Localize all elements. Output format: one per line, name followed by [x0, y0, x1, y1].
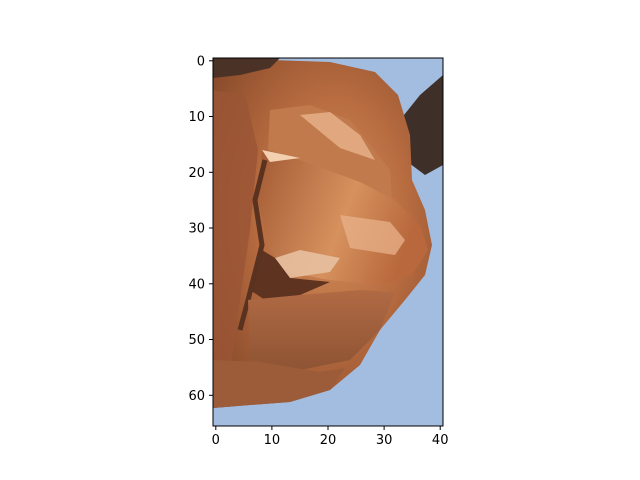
upper-lip [248, 290, 395, 370]
y-tick-label: 40 [188, 277, 205, 292]
chin [213, 360, 345, 408]
y-tick-label: 20 [188, 166, 205, 181]
nose-highlight [340, 215, 405, 255]
y-axis: 0 10 20 30 40 50 60 [188, 54, 213, 404]
y-tick-label: 30 [188, 222, 205, 237]
y-tick-label: 0 [197, 54, 205, 69]
nasolabial-fold [237, 159, 268, 331]
y-tick-label: 10 [188, 110, 205, 125]
nostril-shadow [250, 250, 330, 300]
nose-crease-top [262, 150, 300, 162]
y-tick-label: 50 [188, 333, 205, 348]
x-tick-label: 30 [376, 433, 393, 448]
image-content [213, 58, 443, 426]
cheek-shadow [213, 90, 258, 380]
x-axis: 0 10 20 30 40 [212, 426, 449, 448]
x-tick-label: 20 [320, 433, 337, 448]
x-tick-label: 0 [212, 433, 220, 448]
nose-bridge [268, 105, 392, 200]
hairline-strip [213, 58, 280, 78]
y-tick-label: 60 [188, 389, 205, 404]
bridge-highlight [300, 112, 375, 160]
nostril-highlight [275, 250, 340, 278]
hair-tuft [400, 75, 443, 175]
x-tick-label: 10 [264, 433, 281, 448]
x-tick-label: 40 [432, 433, 449, 448]
